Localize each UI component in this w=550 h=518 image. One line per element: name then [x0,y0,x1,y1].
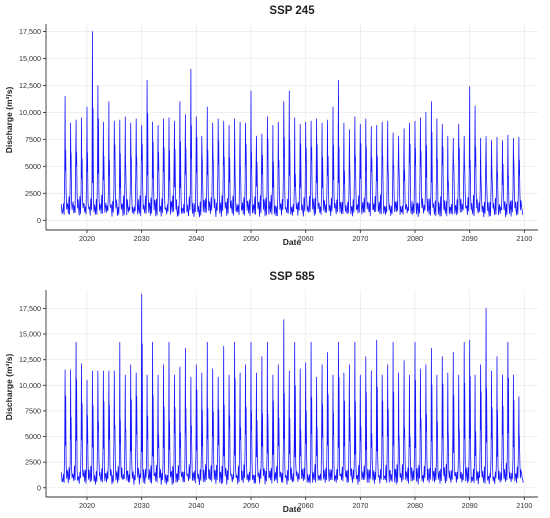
series-discharge [60,31,524,218]
x-tick-label: 2090 [462,501,478,510]
x-tick-label: 2030 [134,501,150,510]
y-tick-label: 2500 [25,189,41,198]
x-tick-label: 2030 [134,234,150,243]
y-tick-label: 0 [37,216,41,225]
y-tick-label: 2500 [25,458,41,467]
series-discharge [60,293,524,486]
x-tick-label: 2060 [298,501,314,510]
y-tick-label: 5000 [25,162,41,171]
y-tick-label: 10,000 [19,381,41,390]
y-axis-label: Discharge (m³/s) [4,87,14,154]
y-tick-label: 5000 [25,432,41,441]
x-tick-label: 2040 [188,234,204,243]
x-tick-labels: 2020 2030 2040 2050 2060 2070 2080 2090 2100 [79,234,532,243]
y-tick-label: 17,500 [19,27,41,36]
y-tick-label: 7500 [25,406,41,415]
x-tick-label: 2050 [243,234,259,243]
y-tick-label: 15,000 [19,54,41,63]
x-tick-label: 2020 [79,234,95,243]
x-tick-label: 2050 [243,501,259,510]
x-tick-label: 2070 [352,501,368,510]
x-tick-label: 2100 [516,234,532,243]
axes [43,24,538,233]
x-tick-label: 2060 [298,234,314,243]
x-tick-label: 2080 [407,234,423,243]
y-tick-labels: 0 2500 5000 7500 10,000 12,500 15,000 17,500 [19,304,41,492]
chart-title: SSP 245 [269,5,315,17]
x-tick-label: 2090 [462,234,478,243]
y-tick-label: 0 [37,483,41,492]
chart-panel-ssp585: SSP 585 0 2500 5000 7500 10,000 12,500 15,000 1… [4,271,538,514]
x-tick-label: 2100 [516,501,532,510]
y-tick-labels: 0 2500 5000 7500 10,000 12,500 15,000 17,500 [19,27,41,225]
x-axis-label: Date [283,237,302,247]
series-line [60,31,524,218]
x-tick-label: 2080 [407,501,423,510]
y-tick-label: 7500 [25,135,41,144]
x-tick-label: 2070 [352,234,368,243]
chart-title: SSP 585 [269,271,315,283]
y-tick-label: 12,500 [19,355,41,364]
x-tick-label: 2040 [188,501,204,510]
y-axis-label: Discharge (m³/s) [4,354,14,421]
series-line [60,293,524,486]
y-tick-label: 12,500 [19,81,41,90]
y-tick-label: 17,500 [19,304,41,313]
x-axis-label: Date [283,504,302,514]
x-tick-label: 2020 [79,501,95,510]
chart-panel-ssp245: SSP 245 0 2500 5000 7500 10,000 12,500 15,000 1… [4,5,538,247]
x-tick-labels: 2020 2030 2040 2050 2060 2070 2080 2090 2100 [79,501,532,510]
y-tick-label: 10,000 [19,108,41,117]
axes [43,290,538,500]
y-tick-label: 15,000 [19,330,41,339]
